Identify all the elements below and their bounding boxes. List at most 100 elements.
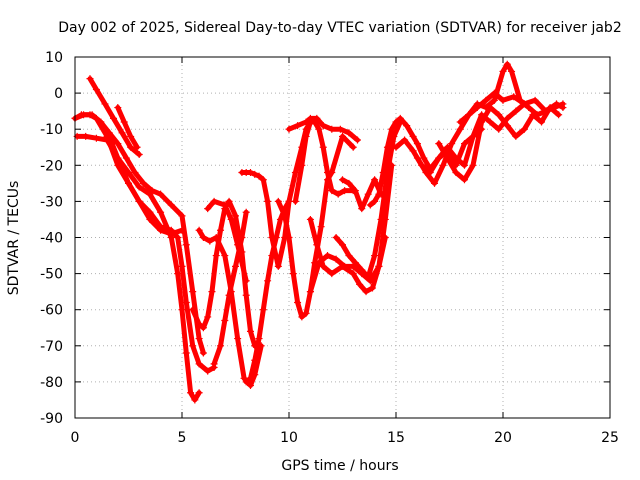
data-point: [358, 205, 366, 213]
series-sat-x: [456, 89, 567, 126]
data-point: [302, 132, 310, 140]
data-point: [499, 67, 507, 75]
data-point: [512, 107, 520, 115]
data-point: [127, 132, 135, 140]
data-point: [351, 187, 359, 195]
data-point: [460, 161, 468, 169]
data-point: [353, 136, 361, 144]
data-point: [510, 93, 518, 101]
data-point: [332, 255, 340, 263]
data-point: [195, 335, 203, 343]
data-point: [289, 270, 297, 278]
x-tick-label: 10: [280, 430, 298, 446]
data-point: [251, 170, 259, 178]
data-point: [403, 122, 411, 130]
data-point: [495, 111, 503, 119]
data-point: [364, 273, 372, 281]
y-tick-label: -70: [40, 339, 63, 355]
series-trace: [457, 90, 566, 125]
data-point: [345, 252, 353, 260]
data-point: [339, 241, 346, 249]
data-point: [131, 169, 139, 177]
data-point: [298, 161, 306, 169]
data-point: [135, 183, 143, 191]
data-point: [291, 197, 299, 205]
data-point: [259, 306, 267, 314]
series-trace: [436, 105, 562, 183]
data-series: [71, 60, 567, 404]
data-point: [246, 327, 254, 335]
data-point: [358, 266, 366, 274]
data-point: [439, 161, 447, 169]
data-point: [499, 96, 507, 104]
data-point: [86, 75, 94, 83]
data-point: [317, 223, 325, 231]
data-point: [486, 104, 494, 112]
data-point: [401, 136, 409, 144]
data-point: [86, 111, 94, 119]
data-point: [120, 118, 128, 126]
data-point: [366, 201, 374, 209]
data-point: [189, 342, 197, 350]
data-point: [294, 298, 302, 306]
series-sat-s: [339, 176, 385, 213]
data-point: [92, 85, 100, 93]
data-point: [268, 252, 276, 260]
data-point: [178, 306, 186, 314]
data-point: [341, 187, 349, 195]
data-point: [542, 107, 550, 115]
data-point: [157, 190, 165, 198]
data-point: [371, 197, 379, 205]
data-point: [332, 234, 340, 241]
data-point: [217, 342, 225, 350]
data-point: [553, 100, 560, 108]
data-point: [298, 313, 306, 321]
data-point: [460, 176, 468, 184]
data-point: [508, 67, 516, 75]
data-point: [362, 288, 370, 296]
data-point: [272, 234, 280, 241]
y-tick-label: 10: [45, 50, 63, 66]
data-point: [525, 104, 533, 112]
data-point: [469, 132, 477, 140]
data-point: [125, 169, 132, 177]
data-point: [221, 201, 229, 209]
data-point: [490, 89, 498, 97]
data-point: [435, 154, 443, 162]
data-point: [114, 140, 122, 148]
data-point: [306, 215, 314, 223]
data-point: [133, 143, 141, 151]
data-point: [371, 252, 379, 260]
data-point: [538, 118, 546, 126]
data-point: [204, 367, 212, 375]
data-point: [448, 140, 456, 148]
series-sat-n: [291, 118, 357, 205]
data-point: [349, 143, 357, 151]
data-point: [210, 360, 218, 368]
data-point: [452, 169, 460, 177]
data-point: [182, 241, 190, 249]
x-tick-label: 5: [178, 430, 187, 446]
data-point: [324, 169, 332, 177]
y-tick-label: -80: [40, 375, 63, 391]
data-point: [242, 277, 250, 285]
data-point: [364, 190, 372, 198]
data-point: [255, 172, 263, 180]
data-point: [125, 179, 132, 187]
data-point: [77, 111, 85, 119]
data-point: [443, 154, 451, 162]
data-point: [529, 111, 537, 119]
data-point: [232, 212, 239, 220]
data-point: [259, 176, 267, 184]
data-point: [274, 262, 282, 270]
y-tick-label: -50: [40, 267, 63, 283]
data-point: [92, 114, 100, 122]
data-point: [187, 389, 195, 397]
data-point: [334, 190, 342, 198]
data-point: [388, 125, 396, 133]
data-point: [92, 134, 100, 142]
chart-title: Day 002 of 2025, Sidereal Day-to-day VTE…: [58, 20, 621, 36]
x-tick-label: 25: [601, 430, 619, 446]
data-point: [255, 335, 263, 343]
